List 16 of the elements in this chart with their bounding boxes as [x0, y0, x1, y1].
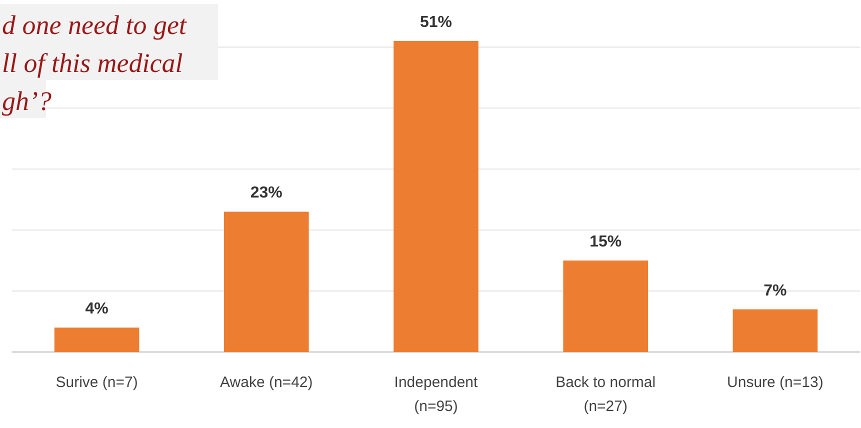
data-label: 15% [590, 234, 622, 251]
x-tick-label: Awake (n=42) [220, 374, 313, 391]
data-label: 7% [764, 282, 787, 300]
x-tick-label: Surive (n=7) [56, 374, 138, 391]
data-label: 23% [250, 184, 282, 202]
bar [54, 328, 140, 352]
bar [563, 260, 648, 352]
data-label: 4% [85, 300, 108, 318]
bar [732, 309, 818, 352]
bar [224, 212, 309, 352]
x-tick-label: Back to normal (n=27) [556, 374, 656, 415]
x-tick-label: Unsure (n=13) [727, 374, 824, 391]
chart-title: d one need to get ll of this medical gh’? [2, 10, 188, 116]
data-label: 51% [420, 14, 452, 31]
bar [394, 41, 478, 352]
x-tick-label: Independent (n=95) [394, 374, 479, 415]
